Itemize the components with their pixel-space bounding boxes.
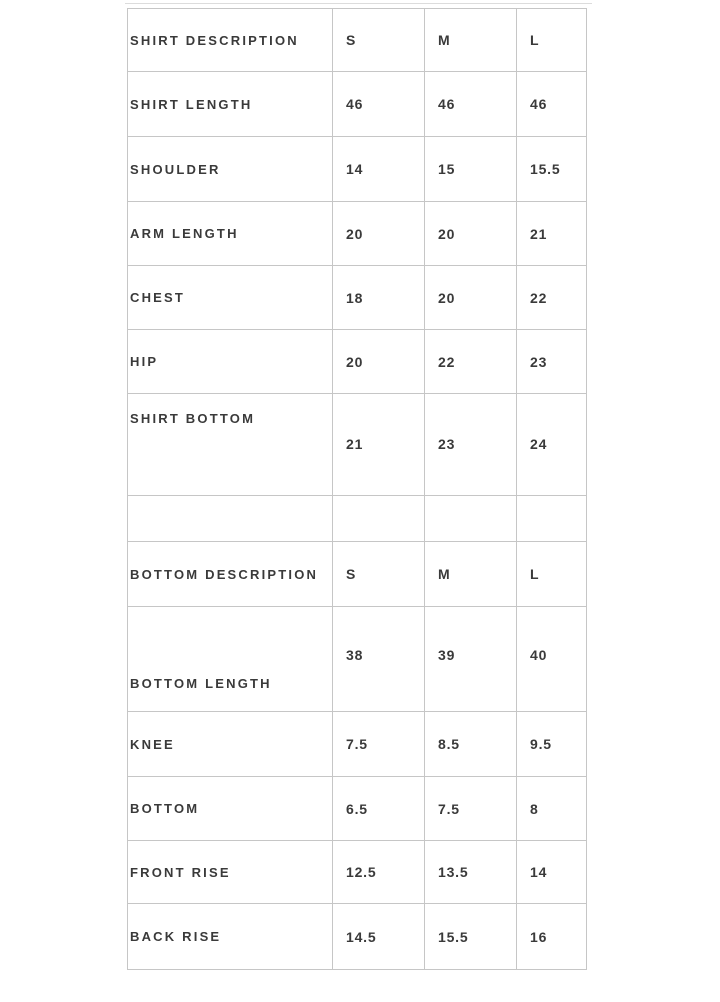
row-chest: CHEST 18 20 22 <box>127 265 587 330</box>
col-header-l: L <box>516 8 587 72</box>
row-label: BACK RISE <box>127 903 333 970</box>
value-m: 22 <box>424 329 517 394</box>
row-label: BOTTOM LENGTH <box>127 606 333 712</box>
value-l: 22 <box>516 265 587 330</box>
value-s: 14.5 <box>332 903 425 970</box>
value-s: 7.5 <box>332 711 425 777</box>
bottom-header-row: BOTTOM DESCRIPTION S M L <box>127 541 587 607</box>
col-header-m: M <box>424 8 517 72</box>
col-header-s: S <box>332 8 425 72</box>
value-s: 14 <box>332 136 425 202</box>
value-l: 14 <box>516 840 587 904</box>
value-s: 20 <box>332 329 425 394</box>
value-s: 12.5 <box>332 840 425 904</box>
row-label: SHIRT LENGTH <box>127 71 333 137</box>
value-l: 16 <box>516 903 587 970</box>
row-label: SHIRT BOTTOM <box>127 393 333 496</box>
row-back-rise: BACK RISE 14.5 15.5 16 <box>127 903 587 970</box>
value-l: 21 <box>516 201 587 266</box>
bottom-header-label: BOTTOM DESCRIPTION <box>127 541 333 607</box>
row-bottom: BOTTOM 6.5 7.5 8 <box>127 776 587 841</box>
spacer-cell <box>127 495 333 542</box>
value-m: 13.5 <box>424 840 517 904</box>
row-label: SHOULDER <box>127 136 333 202</box>
spacer-cell <box>516 495 587 542</box>
value-s: 18 <box>332 265 425 330</box>
value-l: 46 <box>516 71 587 137</box>
row-knee: KNEE 7.5 8.5 9.5 <box>127 711 587 777</box>
value-l: 24 <box>516 393 587 496</box>
value-m: 39 <box>424 606 517 712</box>
value-s: 20 <box>332 201 425 266</box>
row-front-rise: FRONT RISE 12.5 13.5 14 <box>127 840 587 904</box>
size-chart-table: SHIRT DESCRIPTION S M L SHIRT LENGTH 46 … <box>127 8 587 970</box>
shirt-header-row: SHIRT DESCRIPTION S M L <box>127 8 587 72</box>
row-label: KNEE <box>127 711 333 777</box>
value-l: 15.5 <box>516 136 587 202</box>
col-header-s: S <box>332 541 425 607</box>
spacer-cell <box>424 495 517 542</box>
value-m: 46 <box>424 71 517 137</box>
row-label: ARM LENGTH <box>127 201 333 266</box>
value-s: 21 <box>332 393 425 496</box>
row-shoulder: SHOULDER 14 15 15.5 <box>127 136 587 202</box>
row-shirt-length: SHIRT LENGTH 46 46 46 <box>127 71 587 137</box>
partial-row-divider <box>125 3 592 4</box>
value-l: 9.5 <box>516 711 587 777</box>
value-s: 46 <box>332 71 425 137</box>
value-s: 38 <box>332 606 425 712</box>
row-label: HIP <box>127 329 333 394</box>
value-m: 20 <box>424 265 517 330</box>
value-m: 15.5 <box>424 903 517 970</box>
row-hip: HIP 20 22 23 <box>127 329 587 394</box>
value-l: 8 <box>516 776 587 841</box>
value-l: 40 <box>516 606 587 712</box>
col-header-l: L <box>516 541 587 607</box>
spacer-cell <box>332 495 425 542</box>
value-m: 20 <box>424 201 517 266</box>
value-m: 8.5 <box>424 711 517 777</box>
row-label: CHEST <box>127 265 333 330</box>
value-m: 23 <box>424 393 517 496</box>
value-m: 15 <box>424 136 517 202</box>
row-bottom-length: BOTTOM LENGTH 38 39 40 <box>127 606 587 712</box>
value-l: 23 <box>516 329 587 394</box>
row-arm-length: ARM LENGTH 20 20 21 <box>127 201 587 266</box>
shirt-header-label: SHIRT DESCRIPTION <box>127 8 333 72</box>
row-label: BOTTOM <box>127 776 333 841</box>
row-shirt-bottom: SHIRT BOTTOM 21 23 24 <box>127 393 587 496</box>
row-label: FRONT RISE <box>127 840 333 904</box>
col-header-m: M <box>424 541 517 607</box>
spacer-row <box>127 495 587 542</box>
value-s: 6.5 <box>332 776 425 841</box>
value-m: 7.5 <box>424 776 517 841</box>
